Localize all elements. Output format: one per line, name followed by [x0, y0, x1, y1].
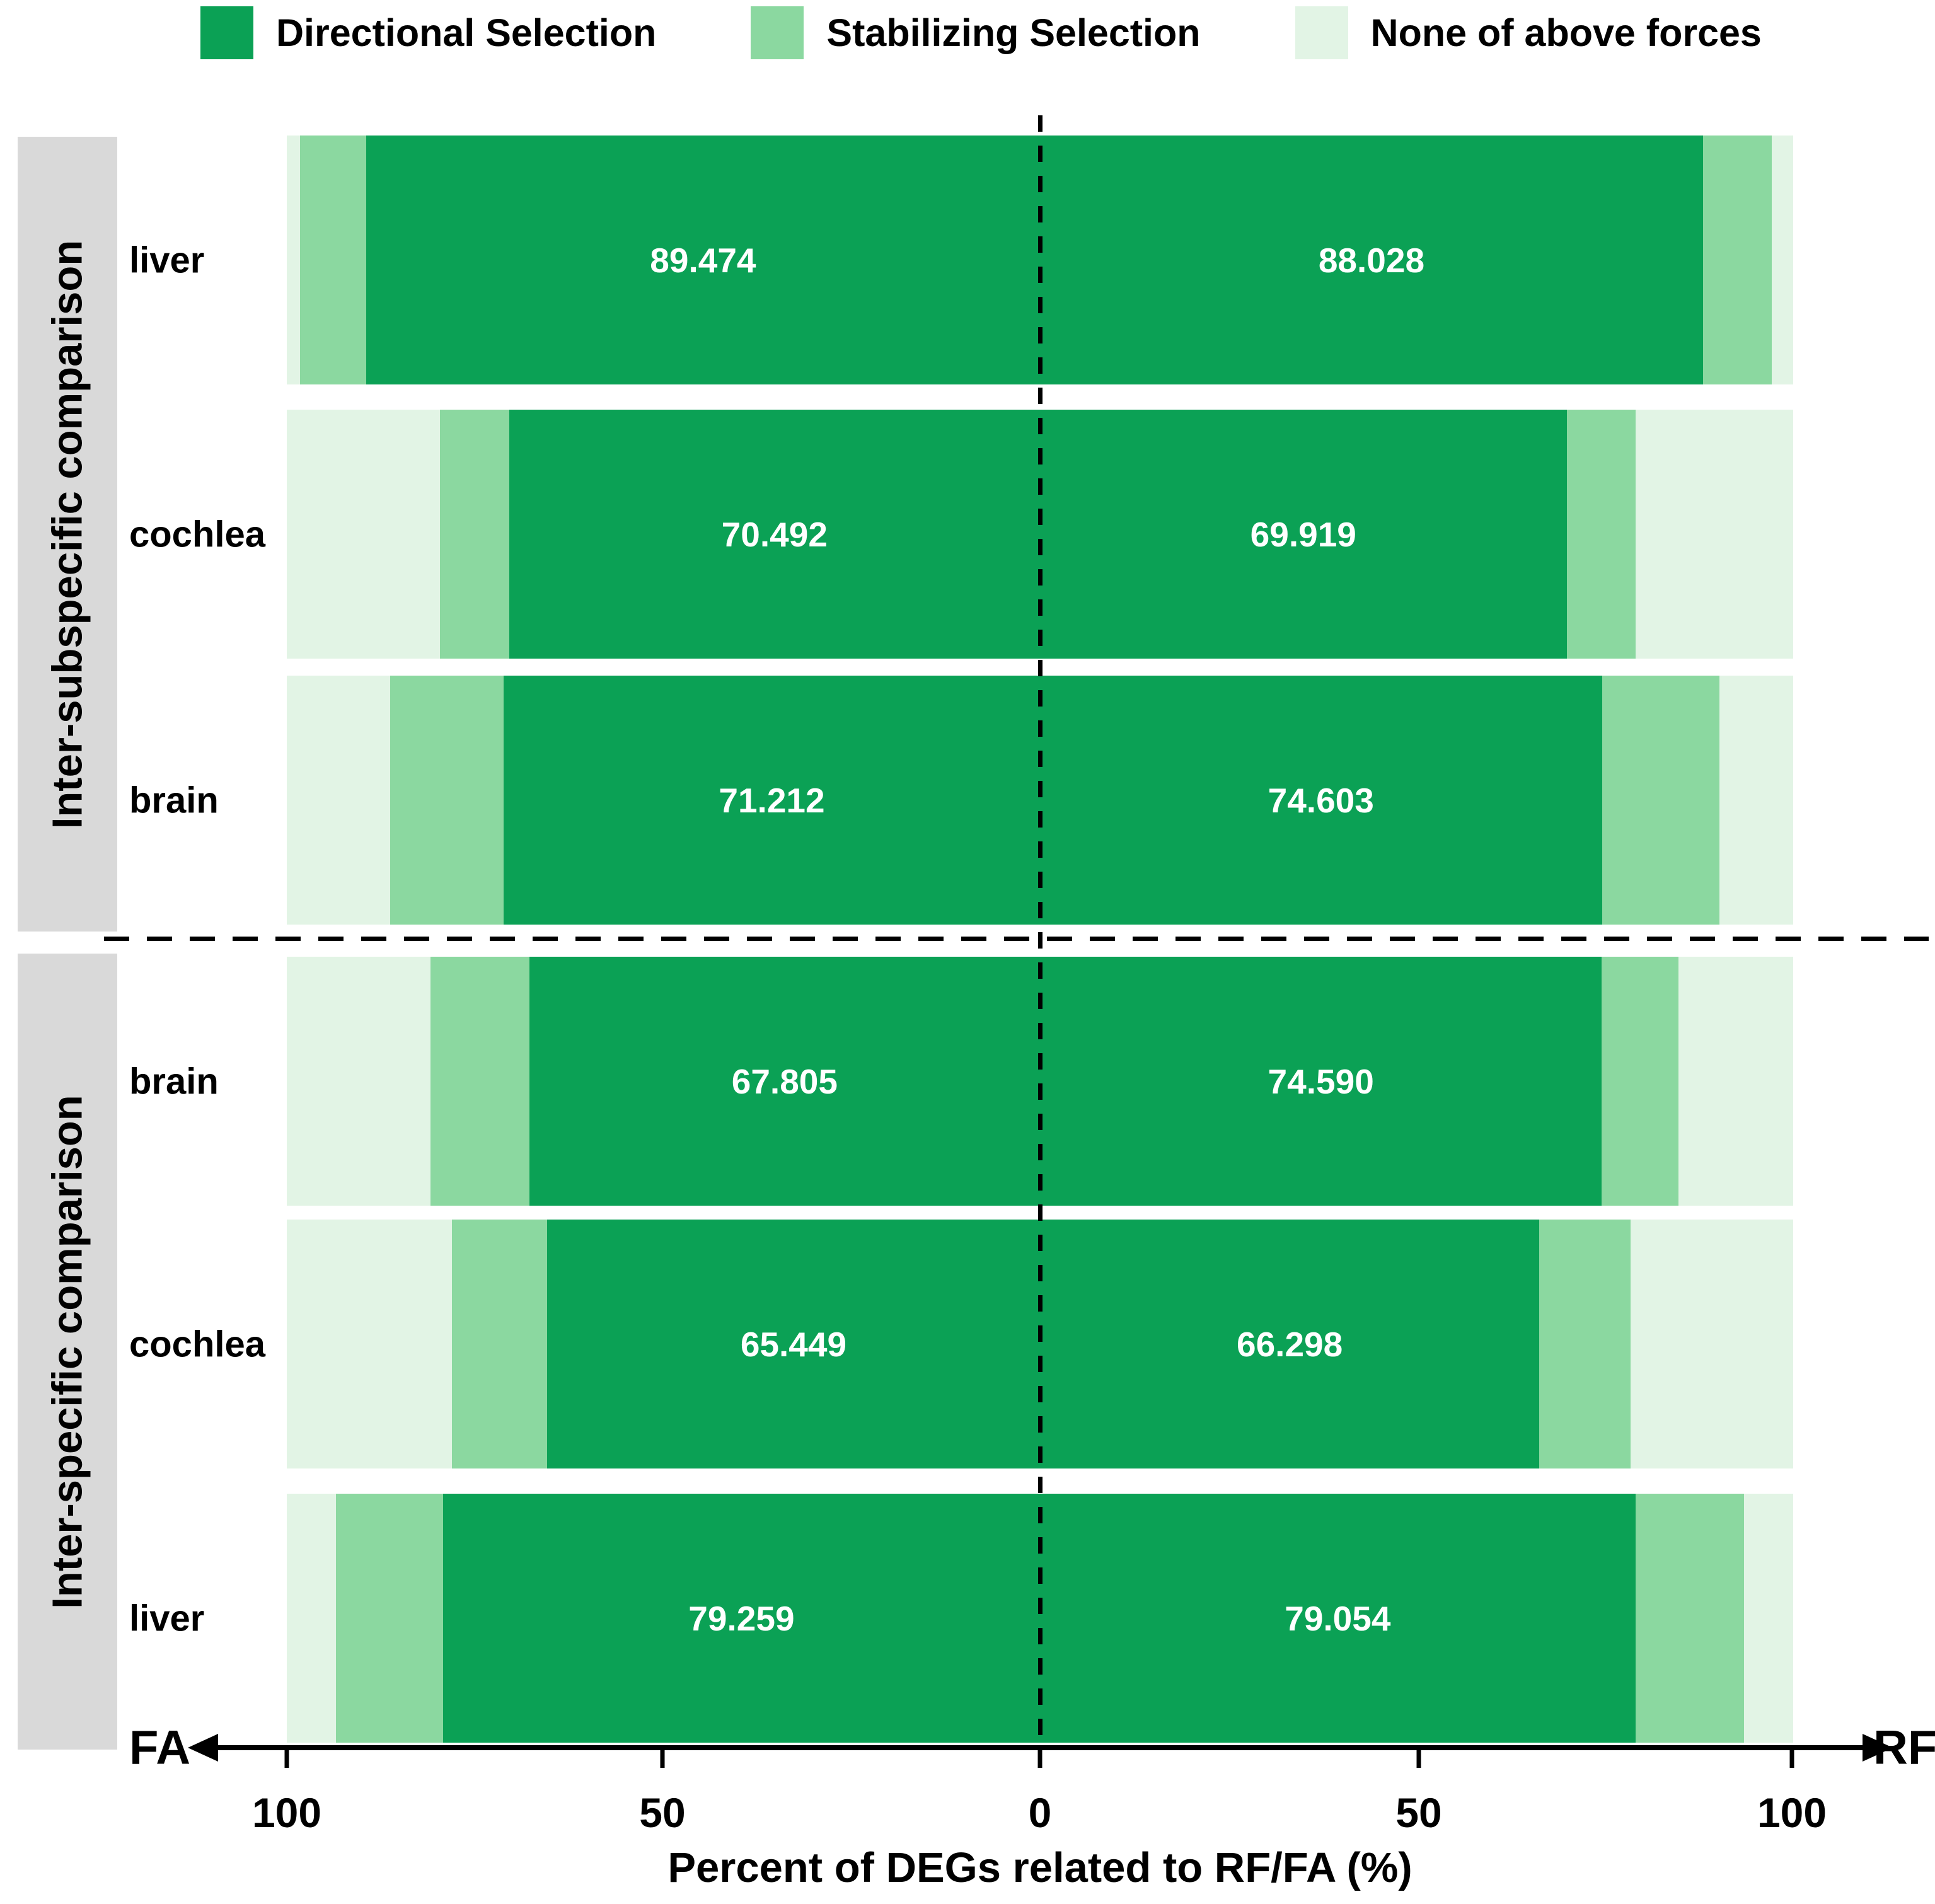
- fa-direction-arrow-icon: [188, 1734, 218, 1762]
- none-of-above-swatch-icon: [1295, 6, 1348, 59]
- tissue-label-cochlea-1: cochlea: [129, 514, 265, 555]
- segment-rf-stabilizing: [1602, 676, 1719, 925]
- bar-row-cochlea-1: 70.492 69.919: [0, 410, 1935, 659]
- segment-fa-stabilizing: [390, 676, 504, 925]
- axis-tick: [1037, 1750, 1043, 1768]
- segment-rf-directional: [1040, 410, 1567, 659]
- tick-label-left-100: 100: [251, 1789, 322, 1836]
- legend-label-directional: Directional Selection: [276, 11, 657, 54]
- tick-label-zero: 0: [1028, 1789, 1052, 1836]
- x-axis-line: [216, 1745, 1864, 1750]
- tick-label-right-100: 100: [1757, 1789, 1827, 1836]
- legend-item-none: None of above forces: [1295, 6, 1762, 59]
- segment-fa-directional: [366, 136, 1040, 384]
- tissue-label-brain-3: brain: [129, 1061, 219, 1102]
- zero-dashed-line: [1038, 115, 1043, 1747]
- bar-row-liver-0: 89.474 88.028: [0, 136, 1935, 384]
- axis-end-label-fa: FA: [129, 1721, 191, 1775]
- segment-rf-none: [1771, 136, 1793, 384]
- legend-item-stabilizing: Stabilizing Selection: [751, 6, 1201, 59]
- axis-tick: [1789, 1750, 1794, 1768]
- tissue-label-brain-2: brain: [129, 780, 219, 821]
- group-separator-dashed-line: [104, 937, 1929, 941]
- segment-rf-directional: [1040, 136, 1703, 384]
- segment-fa-stabilizing: [299, 136, 366, 384]
- segment-fa-none: [287, 1494, 337, 1743]
- legend-label-stabilizing: Stabilizing Selection: [826, 11, 1201, 54]
- tick-label-right-50: 50: [1395, 1789, 1442, 1836]
- segment-fa-none: [287, 410, 440, 659]
- axis-end-label-rf: RF: [1873, 1721, 1935, 1775]
- segment-fa-none: [287, 957, 431, 1206]
- bar-row-brain-3: 67.805 74.590: [0, 957, 1935, 1206]
- segment-rf-stabilizing: [1702, 136, 1772, 384]
- value-label-fa: 79.259: [688, 1598, 795, 1638]
- segment-fa-directional: [509, 410, 1040, 659]
- segment-fa-stabilizing: [452, 1220, 547, 1468]
- stabilizing-selection-swatch-icon: [751, 6, 804, 59]
- segment-rf-none: [1630, 1220, 1793, 1468]
- axis-tick: [1416, 1750, 1421, 1768]
- x-axis-title: Percent of DEGs related to RF/FA (%): [667, 1844, 1412, 1891]
- legend-label-none: None of above forces: [1370, 11, 1762, 54]
- segment-rf-none: [1636, 410, 1793, 659]
- tick-label-left-50: 50: [639, 1789, 686, 1836]
- group-band-inter-subspecific: Inter-subspecific comparison: [18, 137, 117, 932]
- tissue-label-liver-5: liver: [129, 1598, 205, 1639]
- segment-rf-none: [1743, 1494, 1793, 1743]
- legend-item-directional: Directional Selection: [200, 6, 656, 59]
- segment-fa-none: [287, 676, 390, 925]
- bar-row-brain-2: 71.212 74.603: [0, 676, 1935, 925]
- tissue-label-liver-0: liver: [129, 239, 205, 280]
- segment-rf-directional: [1040, 957, 1602, 1206]
- value-label-fa: 71.212: [719, 780, 825, 820]
- segment-fa-none: [287, 1220, 453, 1468]
- segment-rf-directional: [1040, 1220, 1540, 1468]
- value-label-rf: 66.298: [1237, 1324, 1343, 1364]
- bar-row-liver-5: 79.259 79.054: [0, 1494, 1935, 1743]
- value-label-fa: 65.449: [740, 1324, 847, 1364]
- segment-fa-directional: [442, 1494, 1040, 1743]
- segment-rf-stabilizing: [1566, 410, 1636, 659]
- rf-direction-arrow-icon: [1863, 1734, 1893, 1762]
- value-label-fa: 70.492: [721, 514, 828, 554]
- segment-rf-directional: [1040, 1494, 1636, 1743]
- segment-rf-directional: [1040, 676, 1602, 925]
- value-label-rf: 79.054: [1285, 1598, 1391, 1638]
- value-label-fa: 89.474: [650, 240, 756, 280]
- group-band-inter-specific: Inter-specific comparison: [18, 954, 117, 1750]
- segment-rf-stabilizing: [1635, 1494, 1744, 1743]
- value-label-rf: 69.919: [1250, 514, 1356, 554]
- axis-tick: [660, 1750, 665, 1768]
- segment-fa-directional: [529, 957, 1040, 1206]
- segment-fa-stabilizing: [336, 1494, 443, 1743]
- segment-rf-stabilizing: [1602, 957, 1679, 1206]
- segment-fa-directional: [504, 676, 1040, 925]
- segment-rf-none: [1678, 957, 1793, 1206]
- tissue-label-cochlea-4: cochlea: [129, 1324, 265, 1365]
- directional-selection-swatch-icon: [200, 6, 253, 59]
- axis-tick: [284, 1750, 289, 1768]
- value-label-rf: 88.028: [1318, 240, 1425, 280]
- legend: Directional Selection Stabilizing Select…: [200, 6, 1762, 59]
- segment-rf-stabilizing: [1539, 1220, 1631, 1468]
- segment-fa-directional: [546, 1220, 1040, 1468]
- bar-row-cochlea-4: 65.449 66.298: [0, 1220, 1935, 1468]
- value-label-rf: 74.603: [1268, 780, 1374, 820]
- segment-fa-stabilizing: [430, 957, 529, 1206]
- value-label-rf: 74.590: [1268, 1061, 1374, 1101]
- segment-fa-stabilizing: [439, 410, 509, 659]
- segment-rf-none: [1719, 676, 1793, 925]
- segment-fa-none: [287, 136, 300, 384]
- value-label-fa: 67.805: [731, 1061, 838, 1101]
